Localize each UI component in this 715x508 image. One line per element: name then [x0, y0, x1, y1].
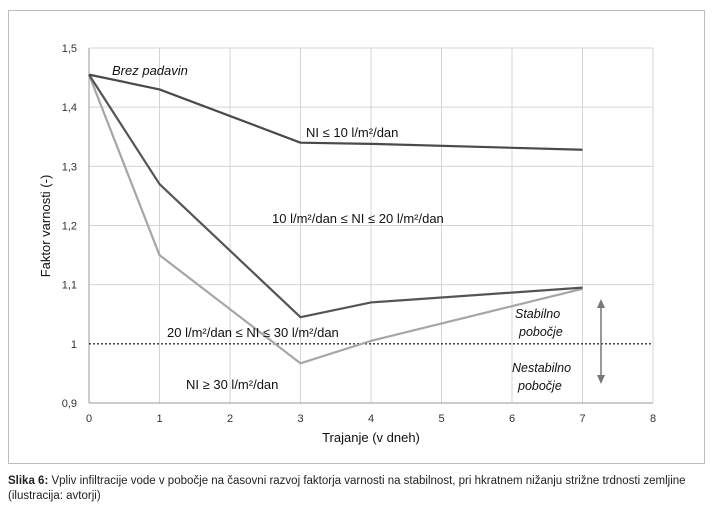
- series-line-3: [87, 74, 583, 365]
- x-tick-label: 6: [509, 413, 515, 425]
- annotation-stabilno: Stabilno: [515, 307, 560, 321]
- x-tick-label: 7: [579, 413, 585, 425]
- chart-frame: [8, 10, 705, 464]
- x-axis-label: Trajanje (v dneh): [322, 430, 420, 445]
- y-tick-label: 1,3: [62, 161, 77, 173]
- annotation-ni-10-20: 10 l/m²/dan ≤ NI ≤ 20 l/m²/dan: [272, 211, 444, 226]
- series-line-2: [88, 74, 583, 319]
- x-tick-label: 4: [368, 413, 374, 425]
- y-axis-label: Faktor varnosti (-): [38, 175, 53, 278]
- annotation-ni-20-30: 20 l/m²/dan ≤ NI ≤ 30 l/m²/dan: [167, 325, 339, 340]
- x-tick-label: 8: [650, 413, 656, 425]
- stability-arrow: [597, 299, 605, 384]
- annotation-ni-le-10: NI ≤ 10 l/m²/dan: [306, 125, 398, 140]
- caption-label: Slika 6:: [8, 475, 49, 487]
- annotation-stabilno-pobocje: pobočje: [518, 325, 563, 339]
- y-tick-label: 1: [71, 339, 77, 351]
- x-tick-label: 0: [86, 413, 92, 425]
- caption-text: Vpliv infiltracije vode v pobočje na čas…: [8, 475, 686, 502]
- x-tick-label: 2: [227, 413, 233, 425]
- y-tick-label: 1,5: [62, 43, 77, 55]
- figure-caption: Slika 6: Vpliv infiltracije vode v poboč…: [8, 474, 708, 504]
- annotation-ni-ge-30: NI ≥ 30 l/m²/dan: [186, 377, 278, 392]
- y-tick-label: 1,4: [62, 102, 77, 114]
- x-tick-label: 5: [438, 413, 444, 425]
- series-line-1: [88, 73, 583, 151]
- series-layer: [87, 73, 653, 365]
- y-tick-label: 0,9: [62, 398, 77, 410]
- y-tick-label: 1,2: [62, 221, 77, 233]
- chart: 0,9 1 1,1 1,2 1,3 1,4 1,5 0 1 2 3 4 5 6 7 8 Trajanje (v…: [38, 43, 656, 445]
- y-tick-label: 1,1: [62, 280, 77, 292]
- x-tick-label: 1: [156, 413, 162, 425]
- annotation-nestabilno: Nestabilno: [512, 361, 571, 375]
- x-tick-label: 3: [297, 413, 303, 425]
- annotation-nestabilno-pobocje: pobočje: [517, 379, 562, 393]
- annotation-brez-padavin: Brez padavin: [112, 63, 188, 78]
